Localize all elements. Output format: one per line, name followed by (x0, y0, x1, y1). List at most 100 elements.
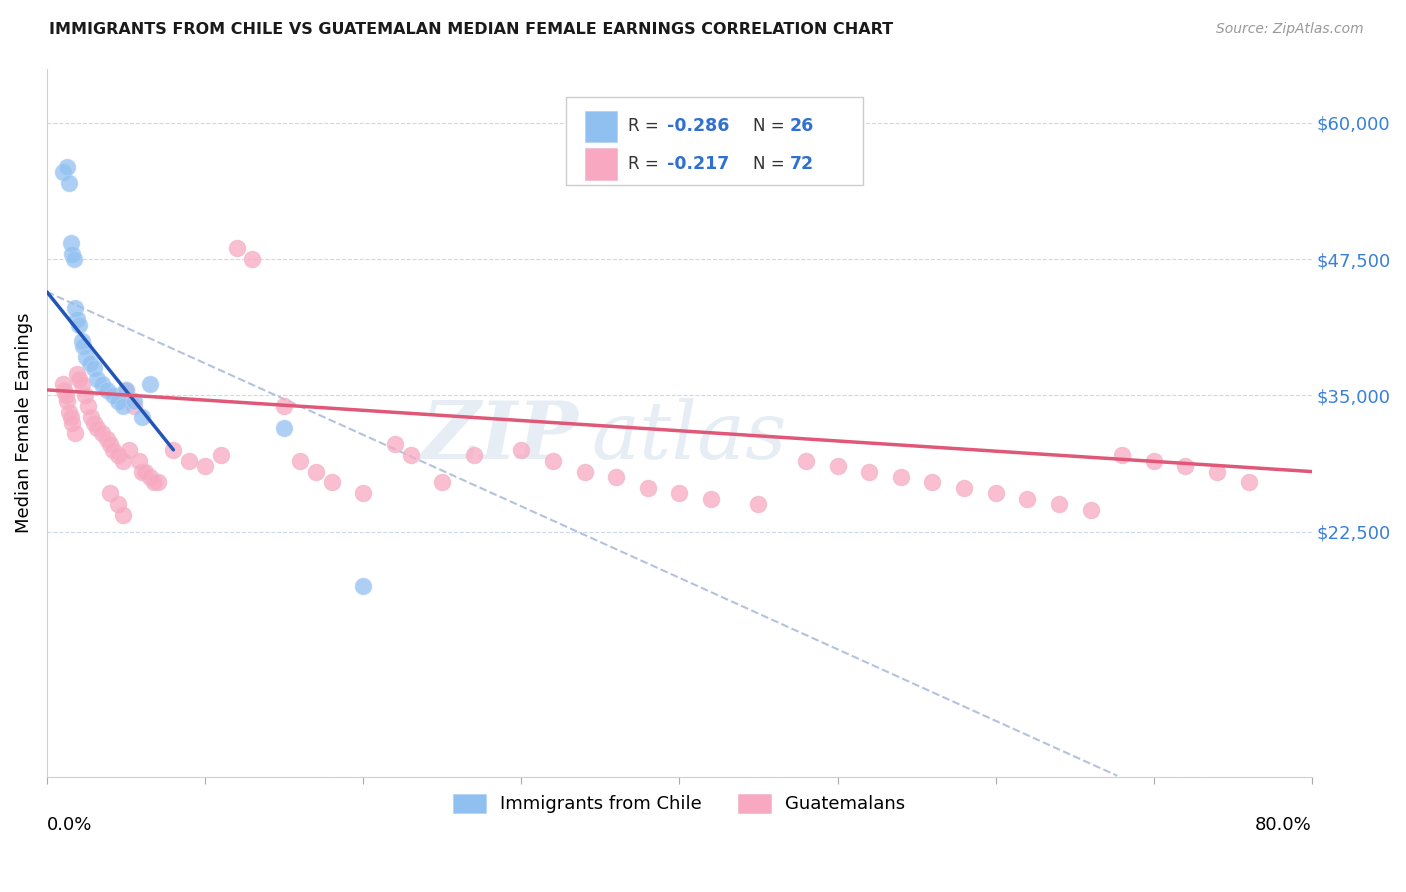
Bar (585, 111, 617, 143)
Point (65, 301, 87, 315)
Point (747, 497, 769, 511)
Point (58, 176, 80, 190)
Point (66, 312, 89, 326)
Text: 26: 26 (789, 118, 814, 136)
Point (321, 475, 343, 490)
Point (668, 486, 690, 500)
Point (91, 426, 114, 441)
Point (273, 421, 295, 435)
Point (53, 383, 76, 397)
Point (58, 405, 80, 419)
Point (1143, 453, 1166, 467)
Point (134, 465, 156, 479)
Point (103, 388, 125, 402)
Point (242, 252, 264, 267)
Point (60, 416, 83, 430)
Point (225, 241, 247, 255)
Point (143, 475, 166, 490)
Point (541, 453, 564, 467)
Point (138, 377, 160, 392)
Point (60, 246, 83, 260)
Point (86, 421, 108, 435)
Point (352, 579, 374, 593)
Point (1206, 465, 1229, 479)
Point (305, 465, 328, 479)
Point (72, 339, 94, 353)
Point (118, 442, 141, 457)
Point (98, 486, 121, 500)
Point (52, 165, 75, 179)
Point (131, 465, 153, 479)
Point (510, 442, 533, 457)
Point (574, 465, 596, 479)
Point (1174, 459, 1197, 474)
Point (83, 361, 105, 376)
Point (273, 399, 295, 413)
Point (77, 399, 100, 413)
Text: 80.0%: 80.0% (1256, 815, 1312, 833)
Point (146, 475, 169, 490)
Point (80, 410, 103, 425)
Point (463, 448, 485, 462)
Point (83, 416, 105, 430)
Point (115, 383, 138, 397)
Point (637, 481, 659, 495)
Point (96, 383, 118, 397)
Text: R =: R = (627, 155, 664, 173)
Point (73, 388, 96, 402)
Point (115, 383, 138, 397)
Point (56, 160, 79, 174)
Point (1237, 475, 1260, 490)
Point (827, 459, 849, 474)
Point (162, 442, 184, 457)
Point (107, 448, 129, 462)
Point (65, 426, 87, 441)
Point (59, 235, 82, 250)
Point (91, 377, 114, 392)
Point (70, 377, 93, 392)
Point (122, 393, 145, 408)
Point (384, 437, 406, 451)
Point (67, 318, 90, 332)
Text: N =: N = (752, 155, 790, 173)
Point (858, 465, 880, 479)
Point (890, 470, 912, 484)
Point (59, 410, 82, 425)
Bar (585, 148, 617, 180)
Text: IMMIGRANTS FROM CHILE VS GUATEMALAN MEDIAN FEMALE EARNINGS CORRELATION CHART: IMMIGRANTS FROM CHILE VS GUATEMALAN MEDI… (49, 22, 893, 37)
Point (70, 334, 93, 348)
Legend: Immigrants from Chile, Guatemalans: Immigrants from Chile, Guatemalans (446, 787, 912, 821)
Point (984, 486, 1007, 500)
Point (432, 475, 454, 490)
Point (96, 432, 118, 446)
Y-axis label: Median Female Earnings: Median Female Earnings (15, 312, 32, 533)
Point (1111, 448, 1133, 462)
Point (138, 470, 160, 484)
Point (62, 252, 84, 267)
Point (66, 367, 89, 381)
Point (288, 453, 311, 467)
Point (75, 350, 97, 364)
Text: N =: N = (752, 118, 790, 136)
Point (605, 470, 627, 484)
Point (953, 481, 976, 495)
Point (55, 388, 77, 402)
Point (86, 372, 108, 386)
FancyBboxPatch shape (565, 97, 863, 186)
Point (122, 399, 145, 413)
Point (107, 393, 129, 408)
Text: ZIP: ZIP (422, 398, 578, 475)
Point (111, 399, 134, 413)
Point (352, 486, 374, 500)
Point (111, 453, 134, 467)
Point (111, 508, 134, 523)
Point (700, 491, 723, 506)
Text: -0.286: -0.286 (666, 118, 730, 136)
Point (209, 448, 232, 462)
Point (1047, 497, 1070, 511)
Text: 0.0%: 0.0% (46, 815, 93, 833)
Point (794, 453, 817, 467)
Point (921, 475, 943, 490)
Point (107, 497, 129, 511)
Point (128, 453, 150, 467)
